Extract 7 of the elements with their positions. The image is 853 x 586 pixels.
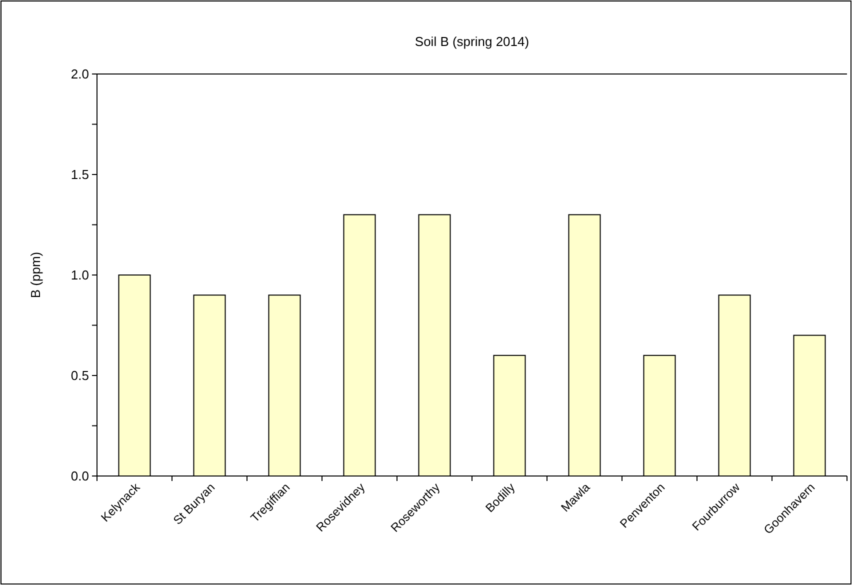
y-tick-label: 1.5 [70, 167, 89, 182]
y-axis-title: B (ppm) [28, 252, 43, 298]
chart-title: Soil B (spring 2014) [414, 34, 530, 49]
y-tick-label: 0.5 [70, 368, 89, 384]
y-tick-label: 0.0 [70, 468, 89, 484]
y-tick-label: 1.0 [70, 268, 89, 283]
y-tick-label: 2.0 [70, 66, 89, 82]
